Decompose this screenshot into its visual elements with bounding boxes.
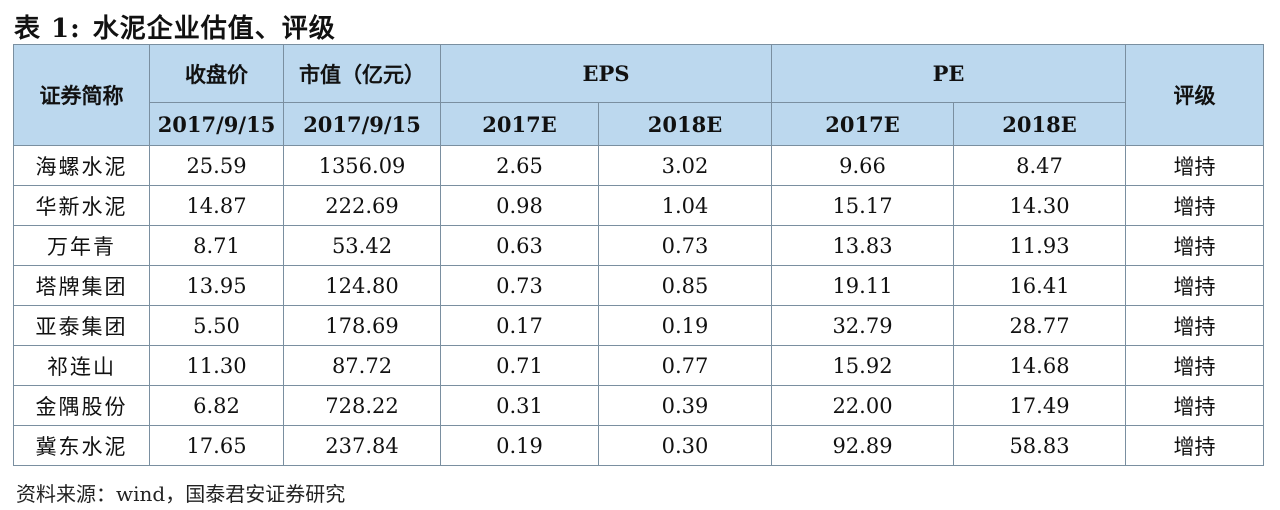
cell-eps-2018e: 0.73 [598, 225, 772, 266]
cell-eps-2018e: 0.39 [598, 385, 772, 426]
table-row: 祁连山 11.30 87.72 0.71 0.77 15.92 14.68 增持 [13, 345, 1264, 386]
cell-name: 祁连山 [13, 345, 150, 386]
table-row: 亚泰集团 5.50 178.69 0.17 0.19 32.79 28.77 增… [13, 305, 1264, 346]
cell-rating: 增持 [1125, 305, 1264, 346]
cell-close: 14.87 [149, 185, 284, 226]
cell-mktcap: 1356.09 [283, 145, 441, 186]
cell-pe-2017e: 92.89 [771, 425, 954, 466]
cell-pe-2017e: 13.83 [771, 225, 954, 266]
cell-mktcap: 178.69 [283, 305, 441, 346]
cell-pe-2018e: 17.49 [953, 385, 1126, 426]
cell-eps-2018e: 1.04 [598, 185, 772, 226]
cell-close: 6.82 [149, 385, 284, 426]
cell-name: 华新水泥 [13, 185, 150, 226]
cell-eps-2018e: 0.77 [598, 345, 772, 386]
cell-pe-2017e: 9.66 [771, 145, 954, 186]
header-pe-2017e: 2017E [771, 102, 954, 146]
table-row: 海螺水泥 25.59 1356.09 2.65 3.02 9.66 8.47 增… [13, 145, 1264, 186]
header-pe-2018e: 2018E [953, 102, 1126, 146]
cell-rating: 增持 [1125, 145, 1264, 186]
cell-eps-2018e: 0.30 [598, 425, 772, 466]
cell-name: 冀东水泥 [13, 425, 150, 466]
cell-pe-2017e: 15.92 [771, 345, 954, 386]
cell-pe-2018e: 14.30 [953, 185, 1126, 226]
cell-name: 海螺水泥 [13, 145, 150, 186]
cell-pe-2018e: 16.41 [953, 265, 1126, 306]
cell-pe-2018e: 11.93 [953, 225, 1126, 266]
cell-close: 17.65 [149, 425, 284, 466]
header-close-price: 收盘价 [149, 44, 284, 103]
header-market-cap: 市值（亿元） [283, 44, 441, 103]
cell-name: 亚泰集团 [13, 305, 150, 346]
cell-eps-2018e: 3.02 [598, 145, 772, 186]
cell-pe-2017e: 15.17 [771, 185, 954, 226]
header-row-1: 证券简称 收盘价 市值（亿元） EPS PE 评级 [13, 44, 1264, 146]
cell-close: 5.50 [149, 305, 284, 346]
cell-mktcap: 728.22 [283, 385, 441, 426]
cell-eps-2017e: 0.17 [440, 305, 599, 346]
cell-close: 25.59 [149, 145, 284, 186]
cell-close: 8.71 [149, 225, 284, 266]
cell-eps-2017e: 0.71 [440, 345, 599, 386]
header-mktcap-date: 2017/9/15 [283, 102, 441, 146]
cell-mktcap: 222.69 [283, 185, 441, 226]
cell-eps-2017e: 0.31 [440, 385, 599, 426]
cell-rating: 增持 [1125, 185, 1264, 226]
cell-mktcap: 87.72 [283, 345, 441, 386]
cell-pe-2018e: 8.47 [953, 145, 1126, 186]
cell-pe-2017e: 32.79 [771, 305, 954, 346]
header-eps: EPS [440, 44, 772, 103]
header-rating: 评级 [1125, 44, 1264, 146]
table-row: 塔牌集团 13.95 124.80 0.73 0.85 19.11 16.41 … [13, 265, 1264, 306]
table-row: 华新水泥 14.87 222.69 0.98 1.04 15.17 14.30 … [13, 185, 1264, 226]
valuation-table: 证券简称 收盘价 市值（亿元） EPS PE 评级 2017/9/15 2017… [13, 44, 1264, 466]
header-close-date: 2017/9/15 [149, 102, 284, 146]
header-pe: PE [771, 44, 1126, 103]
cell-pe-2018e: 28.77 [953, 305, 1126, 346]
table-caption: 表 1: 水泥企业估值、评级 [14, 8, 336, 45]
cell-name: 金隅股份 [13, 385, 150, 426]
cell-mktcap: 237.84 [283, 425, 441, 466]
cell-pe-2018e: 14.68 [953, 345, 1126, 386]
cell-eps-2018e: 0.19 [598, 305, 772, 346]
cell-eps-2017e: 0.98 [440, 185, 599, 226]
cell-rating: 增持 [1125, 225, 1264, 266]
cell-name: 塔牌集团 [13, 265, 150, 306]
data-source-note: 资料来源：wind，国泰君安证券研究 [16, 482, 346, 506]
cell-rating: 增持 [1125, 425, 1264, 466]
cell-pe-2017e: 22.00 [771, 385, 954, 426]
table-row: 冀东水泥 17.65 237.84 0.19 0.30 92.89 58.83 … [13, 425, 1264, 466]
table-row: 万年青 8.71 53.42 0.63 0.73 13.83 11.93 增持 [13, 225, 1264, 266]
cell-close: 13.95 [149, 265, 284, 306]
cell-rating: 增持 [1125, 265, 1264, 306]
table-title: 水泥企业估值、评级 [92, 14, 336, 44]
header-row-2: 2017/9/15 2017/9/15 2017E 2018E 2017E 20… [14, 102, 1264, 146]
cell-name: 万年青 [13, 225, 150, 266]
cell-pe-2017e: 19.11 [771, 265, 954, 306]
cell-close: 11.30 [149, 345, 284, 386]
table-number: 表 1: [14, 14, 81, 44]
cell-eps-2017e: 0.19 [440, 425, 599, 466]
cell-eps-2017e: 0.73 [440, 265, 599, 306]
cell-eps-2018e: 0.85 [598, 265, 772, 306]
table-row: 金隅股份 6.82 728.22 0.31 0.39 22.00 17.49 增… [13, 385, 1264, 426]
cell-mktcap: 53.42 [283, 225, 441, 266]
cell-rating: 增持 [1125, 385, 1264, 426]
cell-rating: 增持 [1125, 345, 1264, 386]
cell-pe-2018e: 58.83 [953, 425, 1126, 466]
header-security-name: 证券简称 [13, 44, 150, 146]
header-eps-2018e: 2018E [598, 102, 772, 146]
header-eps-2017e: 2017E [440, 102, 599, 146]
cell-eps-2017e: 0.63 [440, 225, 599, 266]
cell-mktcap: 124.80 [283, 265, 441, 306]
cell-eps-2017e: 2.65 [440, 145, 599, 186]
